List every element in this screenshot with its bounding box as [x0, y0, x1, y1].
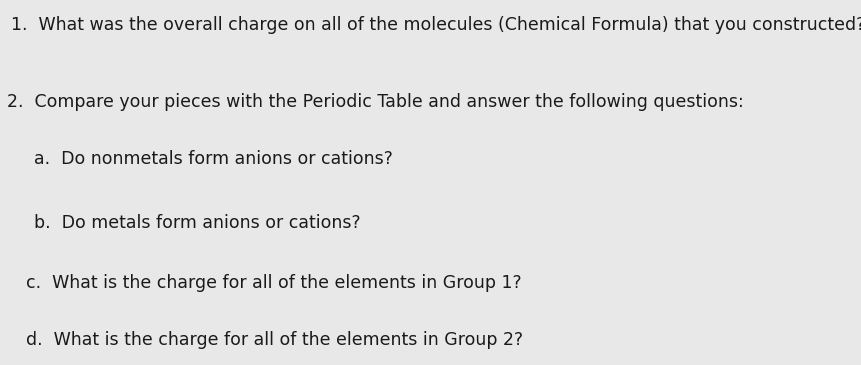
Text: d.  What is the charge for all of the elements in Group 2?: d. What is the charge for all of the ele… [26, 331, 523, 349]
Text: 2.  Compare your pieces with the Periodic Table and answer the following questio: 2. Compare your pieces with the Periodic… [7, 93, 744, 111]
Text: a.  Do nonmetals form anions or cations?: a. Do nonmetals form anions or cations? [34, 150, 393, 168]
Text: 1.  What was the overall charge on all of the molecules (Chemical Formula) that : 1. What was the overall charge on all of… [11, 16, 861, 34]
Text: c.  What is the charge for all of the elements in Group 1?: c. What is the charge for all of the ele… [26, 274, 522, 292]
Text: b.  Do metals form anions or cations?: b. Do metals form anions or cations? [34, 214, 361, 231]
